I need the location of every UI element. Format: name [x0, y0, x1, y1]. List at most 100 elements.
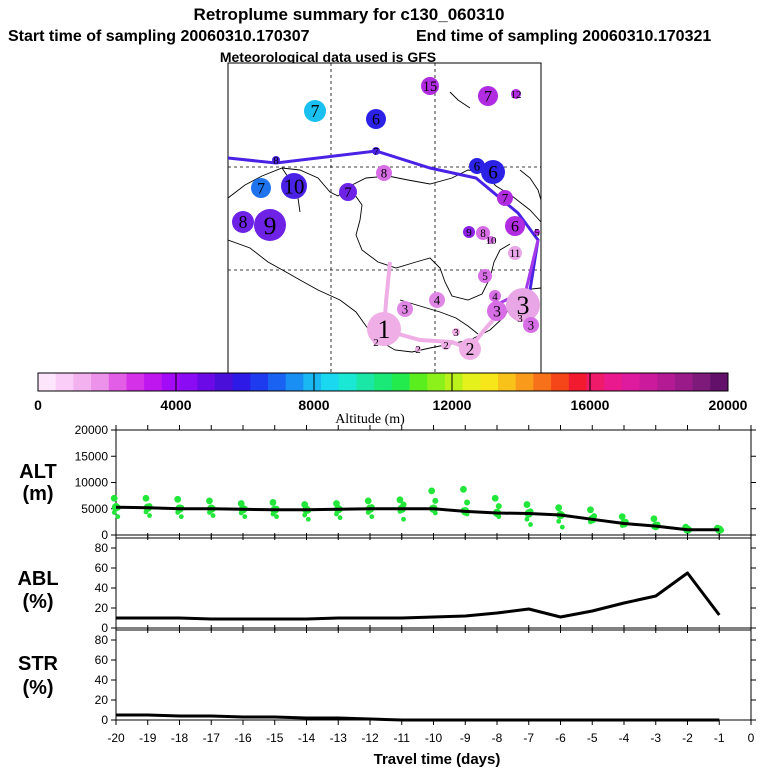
- map-point: 8: [232, 211, 254, 233]
- x-tick-label: -11: [394, 731, 411, 745]
- map-point: 7: [304, 100, 326, 122]
- map-point: 10: [486, 235, 498, 247]
- map-point-label: 6: [488, 163, 498, 184]
- colorbar-cell: [674, 373, 694, 391]
- colorbar-cell: [710, 373, 729, 391]
- colorbar-cell: [515, 373, 534, 391]
- map-point: 15: [421, 77, 439, 95]
- end-time-label: End time of sampling 20060310.170321: [416, 28, 711, 45]
- colorbar-cells: [38, 373, 729, 391]
- map-point-marker: [272, 156, 280, 164]
- map-point: 7: [497, 190, 513, 206]
- panel-1-marks: 0 20 40 60 80: [95, 533, 756, 635]
- map-point-label: 2: [373, 337, 379, 349]
- x-tick-label: -19: [139, 731, 157, 745]
- map-point-label: 12: [511, 89, 522, 101]
- scatter-point: [460, 485, 467, 493]
- map-point: 7: [372, 146, 380, 158]
- map-point: 3: [487, 301, 507, 321]
- scatter-point: [242, 514, 248, 520]
- colorbar: 0 4000 8000 12000 16000 20000 Altitude (m): [34, 372, 748, 427]
- map-point-marker: [254, 209, 286, 241]
- alt-unit: (m): [22, 483, 53, 505]
- scatter-point: [396, 496, 404, 504]
- map-point-marker: [505, 216, 525, 236]
- scatter-point: [432, 497, 439, 504]
- chart-title: Retroplume summary for c130_060310: [194, 5, 505, 24]
- colorbar-cell: [285, 373, 304, 391]
- scatter-point: [524, 516, 530, 522]
- colorbar-cell: [303, 373, 322, 391]
- scatter-point: [364, 497, 372, 505]
- colorbar-cell: [338, 373, 357, 391]
- colorbar-cell: [268, 373, 287, 391]
- map-point-label: 8: [273, 155, 279, 167]
- map-point-marker: [366, 109, 386, 129]
- x-tick-label: -18: [171, 731, 189, 745]
- map-point: 3: [397, 301, 413, 317]
- map-point-marker: [367, 312, 401, 346]
- map-point: 7: [478, 86, 498, 106]
- map-point-marker: [487, 236, 495, 244]
- map-point-marker: [489, 290, 501, 302]
- colorbar-cell: [586, 373, 605, 391]
- colorbar-cell: [179, 373, 198, 391]
- map-point: 7: [339, 183, 357, 201]
- map-point-marker: [372, 147, 380, 155]
- map-point-label: 6: [511, 219, 519, 236]
- colorbar-cell: [73, 373, 92, 391]
- map-point-marker: [421, 77, 439, 95]
- map-point-marker: [516, 314, 524, 322]
- y-tick-label: 20: [95, 693, 109, 707]
- map-point-label: 3: [517, 291, 530, 320]
- map-point: 3: [523, 317, 539, 333]
- map-point-label: 5: [482, 271, 488, 283]
- scatter-point-center: [111, 502, 121, 512]
- x-tick-label: -13: [330, 731, 348, 745]
- map-point: 6: [505, 216, 525, 236]
- x-tick-label: -17: [203, 731, 221, 745]
- map-point-marker: [506, 288, 540, 322]
- x-tick-label: -15: [266, 731, 284, 745]
- map-point-marker: [534, 229, 540, 235]
- map-point-marker: [497, 190, 513, 206]
- y-tick-label: 20: [95, 601, 109, 615]
- map-point: 9: [254, 209, 286, 241]
- x-tick-label: -10: [425, 731, 443, 745]
- y-tick-label: 10000: [75, 476, 109, 490]
- scatter-point: [464, 499, 471, 506]
- colorbar-ticks: 0 4000 8000 12000 16000 20000: [34, 373, 748, 413]
- map-point: 2: [441, 340, 451, 352]
- colorbar-tick-label: 4000: [160, 397, 191, 413]
- colorbar-label: Altitude (m): [335, 412, 405, 427]
- coastline: [519, 169, 541, 201]
- map-point: 8: [476, 226, 490, 240]
- map-point-marker: [511, 89, 521, 99]
- abl-title: ABL: [17, 568, 58, 590]
- colorbar-tick-label: 16000: [571, 397, 610, 413]
- series-line: [116, 571, 721, 621]
- colorbar-cell: [498, 373, 517, 391]
- map-point: 2: [373, 337, 379, 349]
- plot-marks: 05000100001500020000020406080020406080-2…: [75, 423, 756, 745]
- scatter-point: [147, 513, 152, 518]
- colorbar-cell: [568, 373, 587, 391]
- y-tick-label: 80: [95, 541, 109, 555]
- route-line-dark: [228, 149, 540, 302]
- map-point-marker: [478, 269, 492, 283]
- map-point-marker: [523, 317, 539, 333]
- map-point: 2: [459, 338, 481, 360]
- x-tick-label: -5: [587, 731, 598, 745]
- x-tick-label: -2: [682, 731, 693, 745]
- map-point: 12: [511, 89, 522, 101]
- colorbar-cell: [38, 373, 57, 391]
- map-point-label: 3: [528, 318, 534, 332]
- map-point: 4: [429, 292, 445, 308]
- colorbar-cell: [657, 373, 676, 391]
- map-point-label: 9: [264, 211, 277, 240]
- x-tick-label: -20: [107, 731, 125, 745]
- map-point-marker: [397, 301, 413, 317]
